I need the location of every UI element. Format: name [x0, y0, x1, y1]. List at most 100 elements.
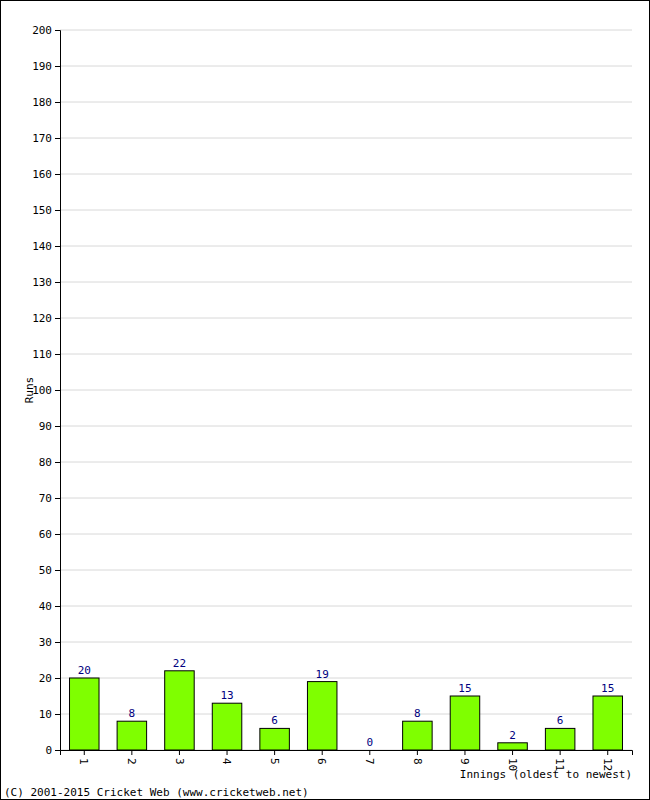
tick-mark [84, 750, 85, 755]
axis-line [55, 31, 61, 751]
tick-label: 4 [220, 758, 233, 765]
y-axis-title: Runs [23, 377, 36, 404]
grid-line [60, 390, 632, 391]
grid-line [60, 174, 632, 175]
tick-mark [55, 606, 60, 607]
grid-line [60, 246, 632, 247]
tick-mark [512, 750, 513, 755]
grid-line [60, 534, 632, 535]
tick: 50 [39, 564, 60, 577]
tick-mark [322, 750, 323, 755]
tick-mark [55, 318, 60, 319]
tick-label: 40 [39, 600, 52, 613]
data-label: 8 [129, 707, 136, 720]
tick-mark [464, 750, 465, 755]
bar [307, 682, 337, 750]
tick-label: 20 [39, 672, 52, 685]
tick-label: 120 [32, 312, 52, 325]
tick: 3 [173, 750, 186, 765]
tick-label: 70 [39, 492, 52, 505]
tick-label: 10 [39, 708, 52, 721]
bars [70, 671, 623, 750]
tick-label: 50 [39, 564, 52, 577]
tick-label: 9 [458, 758, 471, 765]
tick-mark [55, 282, 60, 283]
tick-label: 180 [32, 96, 52, 109]
tick: 60 [39, 528, 60, 541]
tick: 5 [268, 750, 281, 765]
x-axis-title: Innings (oldest to newest) [460, 768, 632, 781]
tick: 80 [39, 456, 60, 469]
plot: 0102030405060708090100110120130140150160… [32, 24, 632, 771]
tick-mark [55, 750, 60, 751]
data-label: 8 [414, 707, 421, 720]
tick-label: 2 [125, 758, 138, 765]
bar [498, 743, 528, 750]
tick-label: 200 [32, 24, 52, 37]
bar [260, 728, 290, 750]
tick-label: 30 [39, 636, 52, 649]
tick-mark [55, 534, 60, 535]
tick: 40 [39, 600, 60, 613]
bar [70, 678, 100, 750]
tick: 0 [45, 744, 60, 757]
data-label: 6 [557, 714, 564, 727]
grid [60, 30, 632, 750]
tick-label: 7 [363, 758, 376, 765]
bar [212, 703, 242, 750]
tick-mark [55, 390, 60, 391]
tick: 2 [125, 750, 138, 765]
tick-mark [55, 354, 60, 355]
tick-label: 190 [32, 60, 52, 73]
tick: 110 [32, 348, 60, 361]
tick-mark [55, 642, 60, 643]
tick: 120 [32, 312, 60, 325]
data-label: 20 [78, 664, 91, 677]
data-label: 19 [316, 668, 329, 681]
tick: 130 [32, 276, 60, 289]
tick: 140 [32, 240, 60, 253]
tick-mark [55, 498, 60, 499]
tick: 4 [220, 750, 233, 765]
grid-line [60, 678, 632, 679]
grid-line [60, 318, 632, 319]
grid-line [60, 354, 632, 355]
data-label: 22 [173, 657, 186, 670]
tick: 30 [39, 636, 60, 649]
tick-label: 90 [39, 420, 52, 433]
tick-label: 6 [315, 758, 328, 765]
tick-mark [274, 750, 275, 755]
tick-label: 0 [45, 744, 52, 757]
tick-mark [55, 678, 60, 679]
grid-line [60, 30, 632, 31]
data-label: 0 [366, 736, 373, 749]
bar [593, 696, 623, 750]
tick: 70 [39, 492, 60, 505]
tick-label: 110 [32, 348, 52, 361]
tick-mark [607, 750, 608, 755]
bar [450, 696, 480, 750]
tick-mark [55, 66, 60, 67]
tick-mark [417, 750, 418, 755]
tick-mark [55, 30, 60, 31]
tick: 180 [32, 96, 60, 109]
data-label: 6 [271, 714, 278, 727]
grid-line [60, 282, 632, 283]
grid-line [60, 714, 632, 715]
bar [117, 721, 147, 750]
grid-line [60, 138, 632, 139]
tick-label: 150 [32, 204, 52, 217]
tick-mark [55, 426, 60, 427]
bar [355, 750, 385, 751]
data-label: 2 [509, 729, 516, 742]
bar [545, 728, 575, 750]
bar [403, 721, 433, 750]
tick-label: 160 [32, 168, 52, 181]
data-labels: 208221361908152615 [78, 657, 615, 749]
axis-line [61, 751, 633, 756]
bar [165, 671, 195, 750]
tick-label: 170 [32, 132, 52, 145]
annotation: (C) 2001-2015 Cricket Web (www.cricketwe… [4, 786, 309, 799]
tick-mark [55, 210, 60, 211]
grid-line [60, 210, 632, 211]
